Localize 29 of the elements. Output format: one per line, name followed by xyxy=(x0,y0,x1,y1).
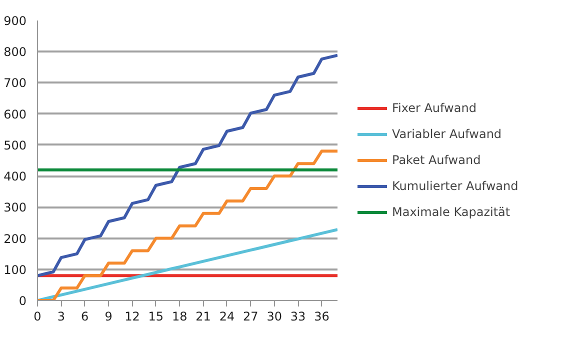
x-tick-label: 12 xyxy=(124,310,140,324)
legend-label: Maximale Kapazität xyxy=(392,205,510,219)
x-tick-label: 36 xyxy=(314,310,330,324)
y-tick-label: 800 xyxy=(4,45,26,60)
x-tick-label: 15 xyxy=(148,310,164,324)
y-tick-label: 100 xyxy=(4,262,26,277)
x-tick-label: 18 xyxy=(172,310,188,324)
y-tick-label: 0 xyxy=(18,294,27,308)
y-tick-label: 200 xyxy=(4,232,26,246)
x-tick-label: 30 xyxy=(266,310,282,324)
y-tick-label: 700 xyxy=(4,76,26,90)
line-series xyxy=(38,54,338,278)
x-tick-label: 6 xyxy=(81,310,89,324)
x-tick-label: 0 xyxy=(34,310,42,324)
x-tick-label: 24 xyxy=(219,310,235,324)
legend-label: Paket Aufwand xyxy=(392,153,481,167)
legend-label: Fixer Aufwand xyxy=(392,101,476,115)
x-tick-label: 33 xyxy=(290,310,306,324)
legend-label: Variabler Aufwand xyxy=(392,127,502,141)
y-tick-label: 600 xyxy=(4,107,26,122)
y-tick-label: 400 xyxy=(4,170,26,184)
x-tick-label: 3 xyxy=(57,310,66,324)
legend-label: Kumulierter Aufwand xyxy=(392,179,518,193)
y-tick-label: 900 xyxy=(4,14,26,28)
x-tick-label: 9 xyxy=(104,310,112,324)
x-tick-label: 27 xyxy=(243,310,258,324)
y-tick-label: 500 xyxy=(4,138,26,152)
x-tick-label: 21 xyxy=(196,310,211,324)
y-tick-label: 300 xyxy=(4,200,26,215)
